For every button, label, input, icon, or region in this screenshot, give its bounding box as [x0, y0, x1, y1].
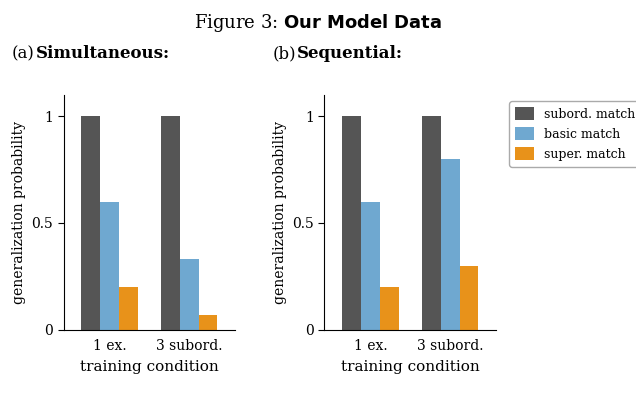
Bar	[342, 116, 361, 330]
Bar	[422, 116, 441, 330]
X-axis label: training condition: training condition	[80, 360, 219, 374]
Text: Figure 3: $\mathbf{Our\ Model\ Data}$: Figure 3: $\mathbf{Our\ Model\ Data}$	[194, 12, 442, 34]
Bar	[380, 287, 399, 330]
Y-axis label: generalization probability: generalization probability	[273, 121, 287, 304]
Text: Sequential:: Sequential:	[297, 45, 403, 62]
Bar	[180, 259, 198, 330]
Bar	[459, 266, 478, 330]
Bar	[81, 116, 100, 330]
Bar	[198, 315, 218, 330]
Bar	[441, 159, 459, 330]
Bar	[161, 116, 180, 330]
Bar	[361, 201, 380, 330]
Bar	[100, 201, 119, 330]
Legend: subord. match, basic match, super. match: subord. match, basic match, super. match	[509, 101, 636, 167]
Bar	[119, 287, 137, 330]
Text: (b): (b)	[273, 45, 296, 62]
Text: Simultaneous:: Simultaneous:	[36, 45, 170, 62]
X-axis label: training condition: training condition	[341, 360, 480, 374]
Y-axis label: generalization probability: generalization probability	[12, 121, 26, 304]
Text: (a): (a)	[12, 45, 35, 62]
